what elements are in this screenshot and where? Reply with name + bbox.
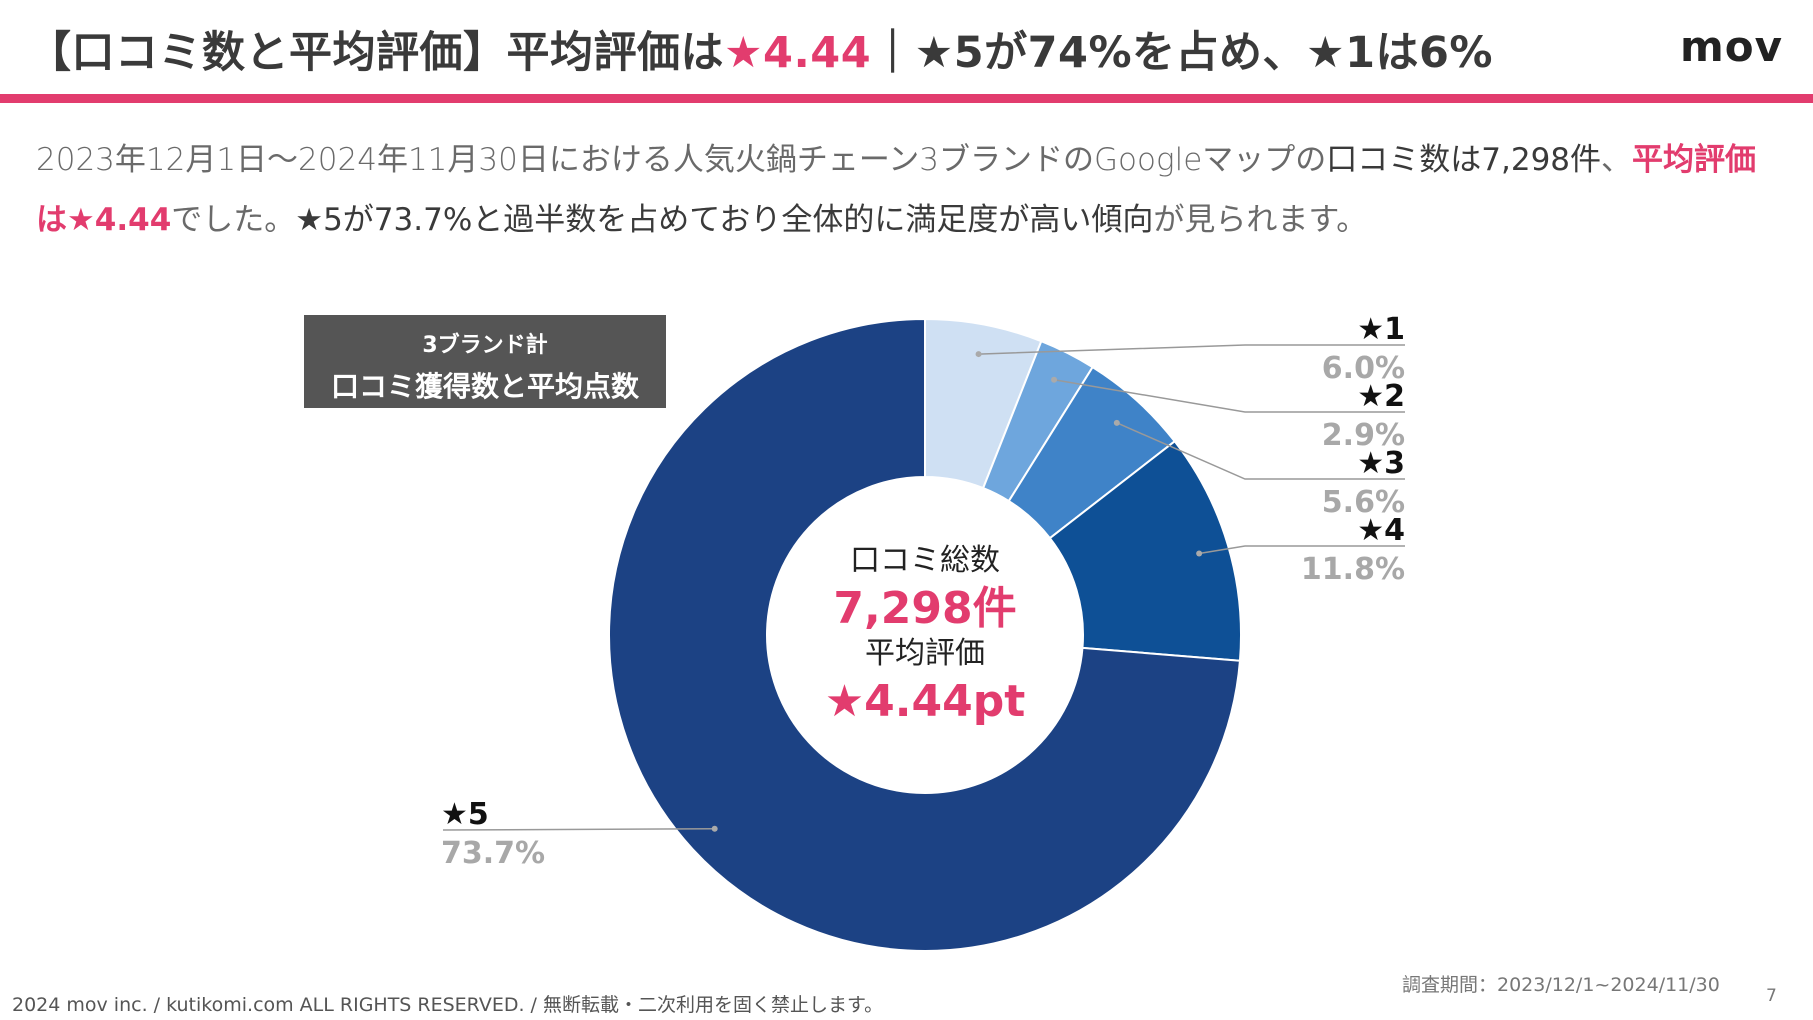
leader-dot-star4 — [1196, 550, 1203, 557]
chart-label-box: 3ブランド計 口コミ獲得数と平均点数 — [304, 315, 666, 408]
value-label-star3: 5.6% — [1322, 485, 1405, 520]
leader-line-star2 — [1053, 379, 1405, 413]
leader-dot-star1 — [975, 351, 982, 358]
center-text: 口コミ総数 7,298件 平均評価 ★4.44pt — [825, 543, 1026, 727]
leader-line-star5 — [442, 828, 715, 831]
total-label: 口コミ総数 — [850, 543, 1000, 578]
desc-bold: 口コミ数は7,298件 — [1326, 142, 1602, 178]
slice-labels: ★1 6.0%★2 2.9%★3 5.6%★4 11.8% ★5 73.7% — [441, 312, 1405, 871]
desc-bold: ★5が73.7%と過半数を占めており全体的に満足度が高い傾向 — [295, 202, 1154, 238]
logo: mov — [1680, 22, 1783, 71]
header: 【口コミ数と平均評価】平均評価は★4.44｜★5が74%を占め、★1は6% mo… — [0, 0, 1813, 100]
leader-lines — [442, 344, 1405, 832]
page-title: 【口コミ数と平均評価】平均評価は★4.44｜★5が74%を占め、★1は6% — [28, 18, 1493, 80]
average-value: ★4.44pt — [825, 676, 1026, 727]
title-part2: ｜★5が74%を占め、★1は6% — [871, 28, 1494, 78]
average-label: 平均評価 — [865, 636, 985, 671]
value-label-star5: 73.7% — [441, 836, 545, 871]
page-number: 7 — [1766, 986, 1777, 1006]
value-label-star2: 2.9% — [1322, 418, 1405, 453]
desc-text: 、 — [1601, 142, 1633, 178]
total-value: 7,298件 — [833, 583, 1016, 634]
leader-dot-star2 — [1051, 376, 1058, 383]
desc-text: が見られます。 — [1153, 202, 1368, 238]
donut-slices — [608, 317, 1242, 952]
category-label-star1: ★1 — [1357, 312, 1405, 347]
category-label-star5: ★5 — [441, 797, 489, 832]
description: 2023年12月1日～2024年11月30日における人気火鍋チェーン3ブランドの… — [36, 130, 1776, 250]
desc-text: 2023年12月1日～2024年11月30日における人気火鍋チェーン3ブランドの… — [36, 142, 1327, 178]
title-accent: ★4.44 — [724, 28, 872, 78]
category-label-star4: ★4 — [1357, 513, 1405, 548]
category-label-star3: ★3 — [1357, 446, 1405, 481]
leader-dot-star3 — [1113, 419, 1120, 426]
value-label-star4: 11.8% — [1301, 552, 1405, 587]
header-rule — [0, 94, 1813, 103]
survey-period: 調査期間：2023/12/1~2024/11/30 — [1402, 974, 1720, 996]
desc-text: でした。 — [171, 202, 296, 238]
chart-label-line2: 口コミ獲得数と平均点数 — [330, 370, 639, 403]
category-label-star2: ★2 — [1357, 379, 1405, 414]
desc-highlight: 平均評価は★4.44 — [36, 142, 1757, 238]
chart-label-line1: 3ブランド計 — [422, 333, 548, 358]
leader-line-star1 — [978, 344, 1405, 355]
slice-star5 — [608, 317, 1242, 952]
leader-dot-star5 — [711, 825, 718, 832]
value-label-star1: 6.0% — [1322, 351, 1405, 386]
leader-line-star4 — [1199, 545, 1405, 555]
copyright: 2024 mov inc. / kutikomi.com ALL RIGHTS … — [12, 994, 884, 1016]
title-part1: 【口コミ数と平均評価】平均評価は — [28, 28, 724, 78]
leader-line-star3 — [1116, 422, 1405, 480]
